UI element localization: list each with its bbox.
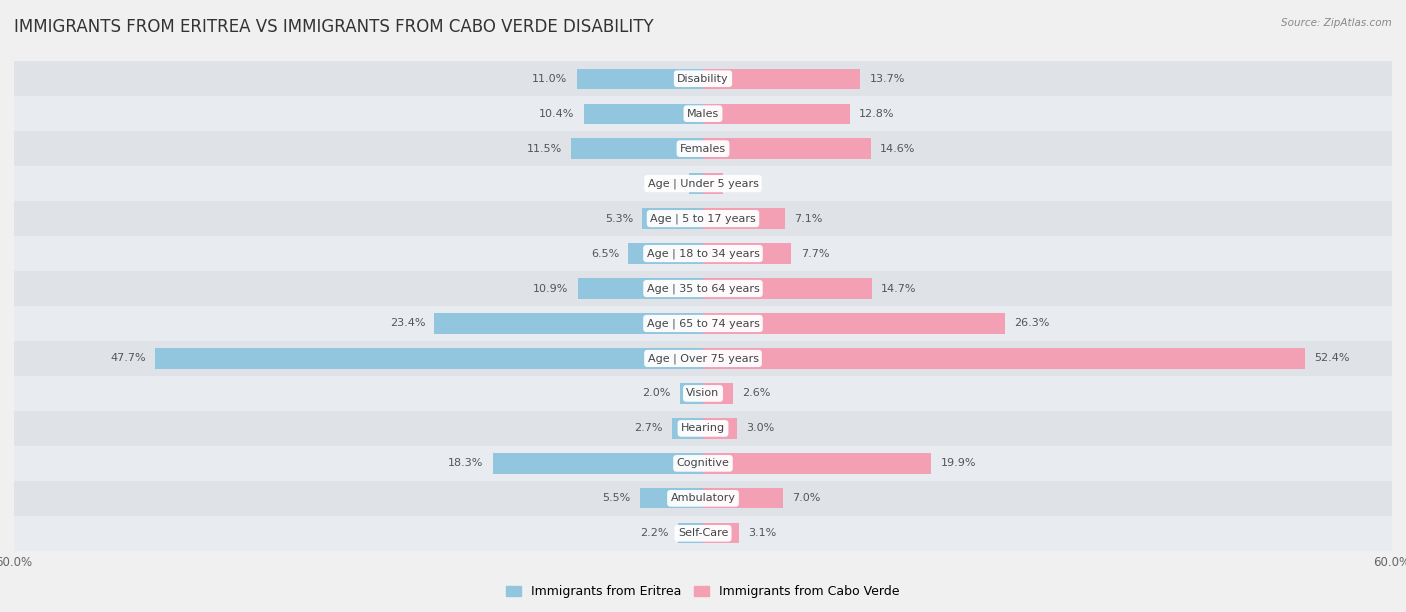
Text: Age | 18 to 34 years: Age | 18 to 34 years: [647, 248, 759, 259]
Bar: [643, 209, 703, 229]
Bar: [14, 271, 1392, 306]
Text: IMMIGRANTS FROM ERITREA VS IMMIGRANTS FROM CABO VERDE DISABILITY: IMMIGRANTS FROM ERITREA VS IMMIGRANTS FR…: [14, 18, 654, 36]
Bar: [628, 244, 703, 264]
Bar: [14, 516, 1392, 551]
Text: 47.7%: 47.7%: [111, 354, 146, 364]
Bar: [14, 166, 1392, 201]
Text: 7.7%: 7.7%: [800, 248, 830, 258]
Bar: [571, 138, 703, 159]
Bar: [14, 96, 1392, 131]
Text: 2.2%: 2.2%: [640, 528, 669, 539]
Text: 5.5%: 5.5%: [602, 493, 631, 503]
Bar: [14, 131, 1392, 166]
Legend: Immigrants from Eritrea, Immigrants from Cabo Verde: Immigrants from Eritrea, Immigrants from…: [502, 580, 904, 603]
Bar: [703, 69, 860, 89]
Bar: [583, 103, 703, 124]
Text: Cognitive: Cognitive: [676, 458, 730, 468]
Bar: [14, 481, 1392, 516]
Bar: [14, 446, 1392, 481]
Bar: [703, 418, 738, 439]
Text: 18.3%: 18.3%: [449, 458, 484, 468]
Bar: [14, 341, 1392, 376]
Text: 12.8%: 12.8%: [859, 109, 894, 119]
Bar: [576, 69, 703, 89]
Bar: [681, 383, 703, 403]
Text: Age | Under 5 years: Age | Under 5 years: [648, 178, 758, 189]
Text: Source: ZipAtlas.com: Source: ZipAtlas.com: [1281, 18, 1392, 28]
Text: 13.7%: 13.7%: [869, 73, 905, 84]
Bar: [703, 453, 932, 474]
Text: 10.4%: 10.4%: [538, 109, 575, 119]
Text: Ambulatory: Ambulatory: [671, 493, 735, 503]
Text: 14.6%: 14.6%: [880, 144, 915, 154]
Bar: [689, 173, 703, 194]
Bar: [703, 313, 1005, 334]
Text: 1.2%: 1.2%: [651, 179, 681, 188]
Text: 1.7%: 1.7%: [731, 179, 761, 188]
Bar: [678, 523, 703, 543]
Bar: [703, 209, 785, 229]
Bar: [14, 236, 1392, 271]
Text: 11.0%: 11.0%: [533, 73, 568, 84]
Text: 26.3%: 26.3%: [1014, 318, 1049, 329]
Bar: [14, 306, 1392, 341]
Text: 14.7%: 14.7%: [882, 283, 917, 294]
Text: 10.9%: 10.9%: [533, 283, 568, 294]
Text: 2.0%: 2.0%: [643, 389, 671, 398]
Text: Age | 65 to 74 years: Age | 65 to 74 years: [647, 318, 759, 329]
Text: 2.6%: 2.6%: [742, 389, 770, 398]
Bar: [155, 348, 703, 368]
Bar: [672, 418, 703, 439]
Bar: [703, 173, 723, 194]
Bar: [14, 201, 1392, 236]
Bar: [703, 244, 792, 264]
Bar: [14, 61, 1392, 96]
Bar: [14, 411, 1392, 446]
Text: Vision: Vision: [686, 389, 720, 398]
Bar: [703, 488, 783, 509]
Text: Males: Males: [688, 109, 718, 119]
Bar: [494, 453, 703, 474]
Text: 7.0%: 7.0%: [793, 493, 821, 503]
Text: Females: Females: [681, 144, 725, 154]
Bar: [434, 313, 703, 334]
Bar: [703, 523, 738, 543]
Text: 7.1%: 7.1%: [794, 214, 823, 223]
Text: 3.1%: 3.1%: [748, 528, 776, 539]
Bar: [703, 278, 872, 299]
Text: Age | 35 to 64 years: Age | 35 to 64 years: [647, 283, 759, 294]
Bar: [703, 383, 733, 403]
Text: 23.4%: 23.4%: [389, 318, 425, 329]
Text: Disability: Disability: [678, 73, 728, 84]
Text: 5.3%: 5.3%: [605, 214, 633, 223]
Bar: [14, 376, 1392, 411]
Bar: [640, 488, 703, 509]
Text: 3.0%: 3.0%: [747, 424, 775, 433]
Text: 19.9%: 19.9%: [941, 458, 976, 468]
Text: Age | 5 to 17 years: Age | 5 to 17 years: [650, 214, 756, 224]
Text: 11.5%: 11.5%: [526, 144, 562, 154]
Text: Self-Care: Self-Care: [678, 528, 728, 539]
Text: 6.5%: 6.5%: [591, 248, 619, 258]
Text: Age | Over 75 years: Age | Over 75 years: [648, 353, 758, 364]
Bar: [703, 103, 851, 124]
Text: 52.4%: 52.4%: [1313, 354, 1350, 364]
Text: Hearing: Hearing: [681, 424, 725, 433]
Bar: [703, 138, 870, 159]
Text: 2.7%: 2.7%: [634, 424, 662, 433]
Bar: [703, 348, 1305, 368]
Bar: [578, 278, 703, 299]
